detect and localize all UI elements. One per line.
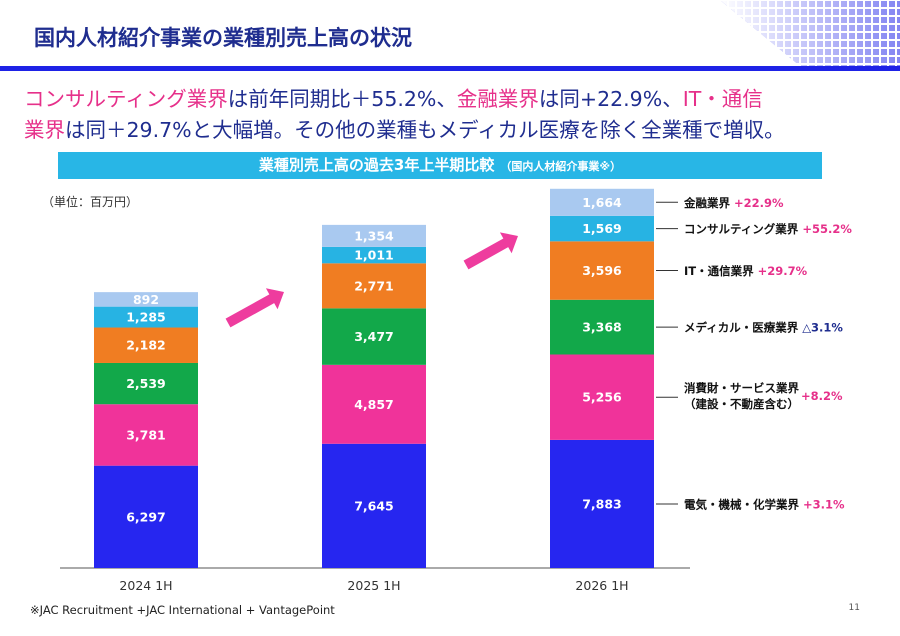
headline: コンサルティング業界は前年同期比＋55.2%、金融業界は同+22.9%、IT・通… <box>24 84 884 146</box>
x-tick-label: 2024 1H <box>119 578 172 593</box>
series-name: 消費財・サービス業界 <box>684 381 799 395</box>
growth-arrow-shape <box>225 288 284 328</box>
bar-segment <box>94 465 198 568</box>
data-label: 2,182 <box>126 338 166 353</box>
series-change: +29.7% <box>758 264 808 278</box>
data-label: 1,011 <box>354 248 394 263</box>
data-label: 7,883 <box>582 496 622 511</box>
series-label: 消費財・サービス業界 （建設・不動産含む）+8.2% <box>684 381 843 411</box>
series-change: +8.2% <box>801 389 843 403</box>
series-change: +3.1% <box>803 497 845 511</box>
data-label: 6,297 <box>126 509 166 524</box>
headline-seg: IT・通信 <box>682 87 763 111</box>
data-label: 2,539 <box>126 376 166 391</box>
data-label: 5,256 <box>582 390 622 405</box>
data-label: 1,569 <box>582 221 622 236</box>
chart-subtitle-text: 業種別売上高の過去3年上半期比較 <box>258 156 495 174</box>
data-label: 3,477 <box>354 329 394 344</box>
bar-segment <box>94 362 198 405</box>
bar-segment <box>322 263 426 309</box>
series-label: コンサルティング業界 +55.2% <box>684 222 852 236</box>
data-label: 1,664 <box>582 195 622 210</box>
series-name: 電気・機械・化学業界 <box>684 497 803 511</box>
x-tick-label: 2026 1H <box>575 578 628 593</box>
growth-arrow-shape <box>463 232 518 270</box>
bar-segment <box>550 439 654 568</box>
headline-seg: は同+22.9%、 <box>538 87 683 111</box>
series-change: △3.1% <box>802 321 843 335</box>
footnote: ※JAC Recruitment +JAC International + Va… <box>30 603 335 617</box>
data-label: 1,285 <box>126 310 166 325</box>
header-decoration <box>720 0 900 66</box>
bar-segment <box>94 306 198 328</box>
data-label: 892 <box>133 292 159 307</box>
chart-subtitle-note: （国内人材紹介事業※） <box>500 160 622 173</box>
headline-line-2: 業界は同＋29.7%と大幅増。その他の業種もメディカル医療を除く全業種で増収。 <box>24 115 884 146</box>
bar-segment <box>550 188 654 216</box>
bar-segment <box>322 246 426 264</box>
bar-segment <box>322 364 426 444</box>
data-label: 7,645 <box>354 498 394 513</box>
data-label: 3,781 <box>126 427 166 442</box>
x-tick-label: 2025 1H <box>347 578 400 593</box>
headline-seg: コンサルティング業界 <box>24 87 228 111</box>
growth-arrow <box>225 288 284 328</box>
series-name: コンサルティング業界 <box>684 222 802 236</box>
bar-segment <box>550 354 654 440</box>
unit-label: （単位：百万円） <box>42 195 139 209</box>
page-number: 11 <box>848 603 860 613</box>
stacked-bar-chart: 6,297 3,781 2,539 2,182 1,285 892 2024 1H 7,645… <box>60 188 852 593</box>
chart-subtitle: 業種別売上高の過去3年上半期比較 （国内人材紹介事業※） <box>58 152 822 179</box>
headline-line-1: コンサルティング業界は前年同期比＋55.2%、金融業界は同+22.9%、IT・通… <box>24 84 884 115</box>
bar-segment <box>322 224 426 247</box>
series-change: +55.2% <box>802 222 852 236</box>
series-label: 電気・機械・化学業界 +3.1% <box>684 497 845 511</box>
bar-segment <box>550 215 654 242</box>
headline-seg: 業界 <box>24 118 65 142</box>
growth-arrow <box>463 232 518 270</box>
bar-segment <box>322 308 426 365</box>
series-label: IT・通信業界 +29.7% <box>684 264 808 278</box>
bar-segment <box>322 443 426 568</box>
series-name: 金融業界 <box>683 196 734 210</box>
bar-segment <box>94 327 198 363</box>
headline-seg: 金融業界 <box>456 87 539 111</box>
bar-segment <box>550 299 654 355</box>
bar-segment <box>94 404 198 466</box>
series-label: 金融業界 +22.9% <box>683 196 784 210</box>
bar-segment <box>550 241 654 300</box>
headline-seg: は前年同期比＋55.2%、 <box>227 87 457 111</box>
series-change: +22.9% <box>734 196 784 210</box>
slide-title: 国内人材紹介事業の業種別売上高の状況 <box>34 26 412 50</box>
series-name: （建設・不動産含む） <box>684 397 799 411</box>
data-label: 1,354 <box>354 228 394 243</box>
data-label: 3,368 <box>582 320 622 335</box>
data-label: 4,857 <box>354 397 394 412</box>
headline-seg: は同＋29.7%と大幅増。その他の業種もメディカル医療を除く全業種で増収。 <box>65 118 785 142</box>
series-name: IT・通信業界 <box>684 264 758 278</box>
header-rule <box>0 66 900 71</box>
series-label: メディカル・医療業界 △3.1% <box>684 321 843 335</box>
data-label: 2,771 <box>354 278 394 293</box>
series-name: メディカル・医療業界 <box>684 321 802 335</box>
data-label: 3,596 <box>582 263 622 278</box>
bar-segment <box>94 292 198 307</box>
